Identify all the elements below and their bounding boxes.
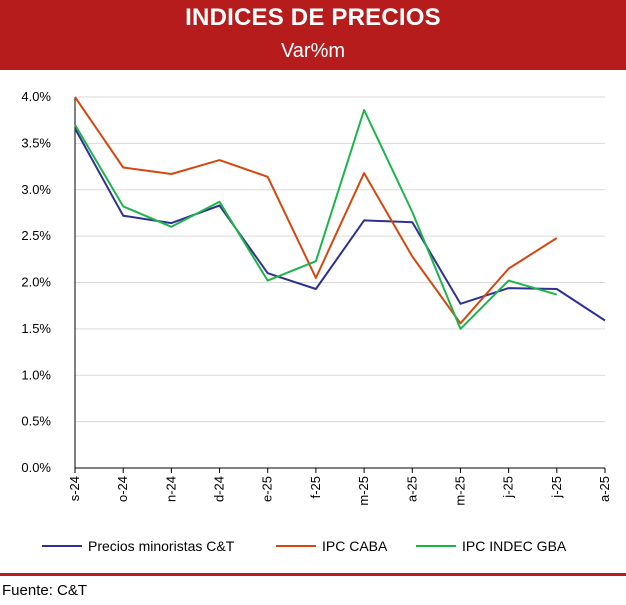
x-tick-label: d-24 bbox=[212, 476, 227, 502]
y-tick-label: 1.5% bbox=[21, 321, 51, 336]
x-tick-label: e-25 bbox=[260, 476, 275, 502]
x-tick-label: o-24 bbox=[115, 476, 130, 502]
legend-label: Precios minoristas C&T bbox=[88, 538, 235, 554]
series-lines bbox=[74, 96, 606, 330]
x-tick-label: j-25 bbox=[501, 476, 516, 499]
series-line bbox=[74, 109, 558, 330]
line-chart: 0.0% 0.5% 1.0% 1.5% 2.0% 2.5% 3.0% 3.5% 4.0% s-2… bbox=[21, 89, 612, 554]
x-tick-label: m-25 bbox=[452, 476, 467, 506]
chart-title: INDICES DE PRECIOS bbox=[185, 4, 441, 31]
y-tick-label: 2.0% bbox=[21, 275, 51, 290]
legend-label: IPC INDEC GBA bbox=[462, 538, 567, 554]
x-tick-label: s-24 bbox=[67, 476, 82, 501]
x-tick-label: n-24 bbox=[163, 476, 178, 502]
y-tick-label: 3.0% bbox=[21, 182, 51, 197]
x-tick-label: m-25 bbox=[356, 476, 371, 506]
x-tick-label: a-25 bbox=[404, 476, 419, 502]
x-tick-label: j-25 bbox=[549, 476, 564, 499]
axes bbox=[74, 97, 605, 469]
series-line bbox=[74, 96, 558, 325]
gridlines bbox=[75, 96, 605, 423]
x-tick-label: f-25 bbox=[308, 476, 323, 498]
y-tick-label: 0.0% bbox=[21, 460, 51, 475]
y-tick-label: 2.5% bbox=[21, 228, 51, 243]
y-tick-label: 4.0% bbox=[21, 89, 51, 104]
legend-label: IPC CABA bbox=[322, 538, 388, 554]
y-axis-ticks: 0.0% 0.5% 1.0% 1.5% 2.0% 2.5% 3.0% 3.5% 4.0% bbox=[21, 89, 51, 475]
y-tick-label: 3.5% bbox=[21, 135, 51, 150]
source-note: Fuente: C&T bbox=[2, 582, 88, 599]
x-axis-ticks: s-24 o-24 n-24 d-24 e-25 f-25 m-25 a-25 m-25 j-25… bbox=[67, 468, 612, 506]
y-tick-label: 0.5% bbox=[21, 414, 51, 429]
chart-subtitle: Var%m bbox=[280, 40, 346, 62]
y-tick-label: 1.0% bbox=[21, 367, 51, 382]
legend: Precios minoristas C&T IPC CABA IPC INDEC … bbox=[42, 538, 567, 554]
header-banner: INDICES DE PRECIOS Var%m bbox=[0, 0, 626, 70]
bottom-divider bbox=[0, 573, 626, 576]
series-line bbox=[74, 128, 606, 322]
x-tick-label: a-25 bbox=[597, 476, 612, 502]
